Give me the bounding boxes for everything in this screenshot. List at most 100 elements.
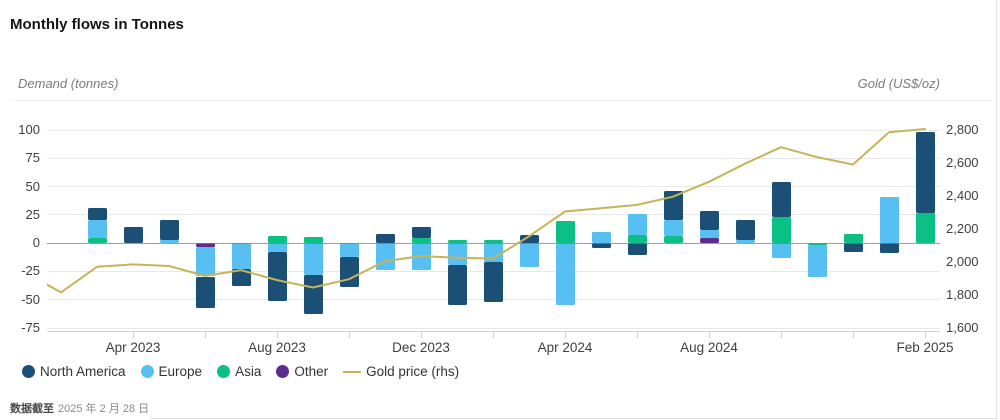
x-axis-label: Dec 2023 — [392, 340, 450, 355]
bar-segment-north-america — [195, 276, 215, 309]
gridline — [47, 157, 940, 159]
legend-item-north-america[interactable]: North America — [22, 364, 126, 379]
legend-label: Other — [294, 364, 329, 379]
legend-label: Asia — [235, 364, 262, 379]
x-axis-label: Apr 2023 — [105, 340, 161, 355]
x-axis-label: Apr 2024 — [537, 340, 593, 355]
north-america-swatch-icon — [22, 365, 35, 378]
legend-label: Europe — [158, 364, 203, 379]
x-axis-tick — [709, 332, 710, 338]
bar-segment-asia — [663, 235, 683, 243]
x-axis-tick — [637, 332, 638, 338]
legend: North America Europe Asia Other Gold pri… — [22, 364, 459, 379]
bar-segment-europe — [483, 242, 503, 262]
left-axis-tick-label: 0 — [32, 235, 40, 251]
bar-segment-europe — [339, 242, 359, 258]
x-axis-tick — [205, 332, 206, 338]
legend-label: Gold price (rhs) — [366, 364, 460, 379]
gridline — [47, 214, 940, 216]
left-axis-tick-label: -50 — [21, 291, 40, 307]
legend-item-other[interactable]: Other — [276, 364, 328, 379]
bar-segment-north-america — [123, 226, 143, 243]
bar-segment-europe — [519, 242, 539, 268]
europe-swatch-icon — [140, 365, 154, 378]
bar-segment-north-america — [699, 210, 719, 231]
right-axis-tick-label: 2,400 — [946, 187, 979, 203]
x-axis-tick — [421, 332, 422, 338]
bar-segment-europe — [807, 244, 827, 277]
legend-item-gold-price[interactable]: Gold price (rhs) — [343, 364, 459, 379]
bar-segment-europe — [591, 232, 611, 243]
other-swatch-icon — [276, 365, 290, 378]
bar-segment-north-america — [519, 234, 539, 243]
bar-segment-europe — [87, 220, 107, 239]
x-axis-tick — [925, 332, 926, 338]
right-axis-tick-label: 1,600 — [946, 319, 979, 335]
bar-segment-north-america — [159, 220, 179, 241]
x-axis-tick — [133, 332, 134, 338]
right-axis-caption: Gold (US$/oz) — [857, 76, 940, 91]
bar-segment-north-america — [663, 190, 683, 220]
legend-label: North America — [40, 364, 126, 379]
left-axis-tick-label: 25 — [25, 206, 40, 222]
footer-prefix: 数据截至 — [10, 403, 54, 415]
bar-segment-europe — [699, 230, 719, 239]
bar-segment-north-america — [339, 257, 359, 287]
x-axis-label: Feb 2025 — [896, 340, 954, 355]
bar-segment-north-america — [87, 207, 107, 220]
right-edge-border — [996, 0, 997, 419]
bar-segment-europe — [879, 197, 899, 243]
bar-segment-north-america — [267, 251, 287, 302]
right-axis-tick-label: 1,800 — [946, 286, 979, 302]
bar-segment-north-america — [915, 131, 935, 214]
left-axis-tick-label: 75 — [25, 150, 40, 166]
right-axis-tick-label: 2,200 — [946, 220, 979, 236]
bar-segment-europe — [267, 242, 287, 252]
x-axis-tick — [565, 332, 566, 338]
legend-item-europe[interactable]: Europe — [140, 364, 203, 379]
gridline — [47, 327, 940, 329]
asia-swatch-icon — [217, 365, 231, 378]
bar-segment-asia — [267, 235, 287, 243]
zero-gridline — [47, 242, 940, 244]
x-axis-tick — [781, 332, 782, 338]
gridline — [47, 129, 940, 131]
x-axis-tick — [349, 332, 350, 338]
x-axis-label: Aug 2024 — [680, 340, 738, 355]
bar-segment-europe — [627, 214, 647, 235]
footer-date: 2025 年 2 月 28 日 — [58, 403, 150, 415]
bar-segment-europe — [411, 242, 431, 270]
gridline — [47, 186, 940, 187]
bar-segment-asia — [627, 234, 647, 243]
x-axis-tick — [277, 332, 278, 338]
bar-segment-north-america — [627, 242, 647, 255]
left-axis-tick-label: -75 — [21, 320, 40, 335]
bar-segment-north-america — [447, 265, 467, 305]
bar-segment-north-america — [843, 242, 863, 252]
right-axis-tick-label: 2,000 — [946, 253, 979, 269]
bar-segment-europe — [231, 242, 251, 269]
bar-segment-europe — [555, 242, 575, 305]
gold-line-swatch-icon — [343, 370, 362, 373]
bar-segment-europe — [771, 242, 791, 259]
right-axis-tick-label: 2,800 — [946, 121, 979, 137]
gold-price-line-layer — [47, 128, 926, 294]
left-axis-tick-label: 50 — [25, 178, 40, 194]
chart-title: Monthly flows in Tonnes — [10, 16, 184, 33]
right-axis-tick-label: 2,600 — [946, 154, 979, 170]
legend-item-asia[interactable]: Asia — [217, 364, 261, 379]
header-divider — [10, 100, 992, 101]
bottom-edge-border — [150, 418, 997, 419]
bar-segment-europe — [303, 242, 323, 276]
bar-segment-europe — [195, 247, 215, 277]
left-axis-tick-label: -25 — [21, 263, 40, 279]
bar-segment-north-america — [771, 181, 791, 217]
x-axis-tick — [853, 332, 854, 338]
left-axis-tick-label: 100 — [18, 122, 40, 137]
bar-segment-north-america — [231, 268, 251, 286]
x-axis-label: Aug 2023 — [248, 340, 306, 355]
bar-segment-europe — [663, 220, 683, 236]
bar-segment-europe — [447, 242, 467, 266]
bar-segment-north-america — [879, 242, 899, 253]
